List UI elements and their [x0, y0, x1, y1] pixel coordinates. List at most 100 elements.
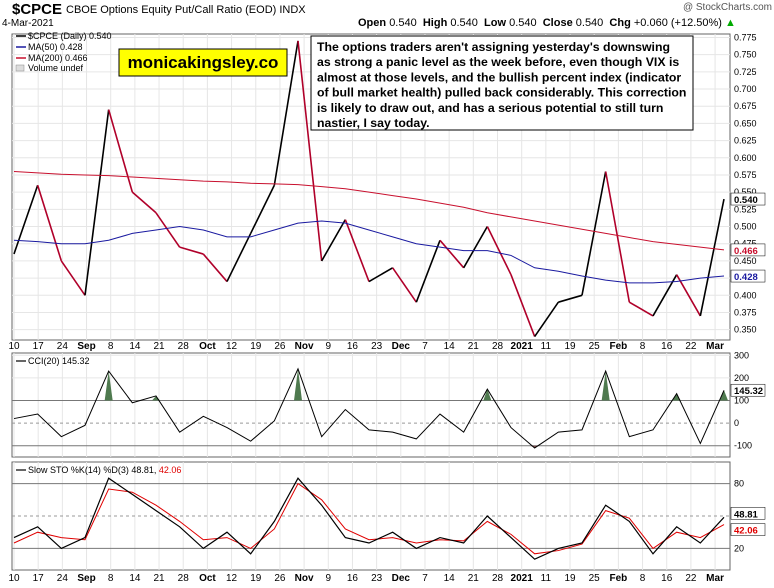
- price-segment: [462, 226, 489, 269]
- x-tick-label: 16: [661, 341, 673, 352]
- open-value: 0.540: [389, 17, 417, 29]
- x-tick-label: 28: [492, 573, 504, 584]
- symbol-subtitle: CBOE Options Equity Put/Call Ratio (EOD)…: [66, 4, 306, 16]
- cci-legend: CCI(20) 145.32: [16, 356, 90, 366]
- x-tick-label: 10: [8, 341, 20, 352]
- price-segment: [84, 109, 110, 296]
- x-tick-label: 21: [153, 573, 165, 584]
- annotation-box: [310, 35, 694, 131]
- x-tick-label: 8: [640, 573, 646, 584]
- cci-positive-fill: [720, 390, 728, 401]
- sto-k-value-label-box: [730, 507, 766, 520]
- legend-price-text: $CPCE (Daily) 0.540: [28, 31, 112, 41]
- x-tick-label: Mar: [706, 573, 724, 584]
- x-tick-label: 14: [129, 573, 141, 584]
- price-segment: [36, 185, 63, 262]
- x-tick-label: Nov: [295, 341, 314, 352]
- price-y-tick-label: 0.700: [734, 84, 757, 94]
- x-tick-label: 28: [178, 341, 190, 352]
- brand-label-box: [118, 48, 288, 77]
- x-tick-label: 23: [371, 341, 383, 352]
- legend-ma50-text: MA(50) 0.428: [28, 42, 83, 52]
- price-segment: [675, 274, 702, 317]
- price-segment: [273, 40, 299, 186]
- legend-cci-text: CCI(20) 145.32: [28, 356, 90, 366]
- annotation-line: The options traders aren't assigning yes…: [317, 40, 670, 54]
- annotation-line: almost at those levels, and the bullish …: [317, 70, 681, 84]
- price-segment: [368, 267, 394, 283]
- ma50-line: [13, 220, 725, 284]
- price-segment: [581, 171, 607, 296]
- high-value: 0.540: [450, 17, 478, 29]
- x-tick-label: 19: [564, 341, 576, 352]
- x-tick-label: Oct: [199, 341, 216, 352]
- x-tick-label: 16: [661, 573, 673, 584]
- x-tick-label: 26: [274, 341, 286, 352]
- chg-label: Chg: [609, 17, 631, 29]
- x-tick-label: 22: [685, 341, 697, 352]
- price-segment: [415, 240, 441, 303]
- price-segment: [297, 40, 323, 262]
- symbol-title: $CPCE: [12, 1, 63, 18]
- x-tick-label: 19: [250, 341, 262, 352]
- x-tick-label: 17: [33, 341, 45, 352]
- price-segment: [131, 191, 157, 214]
- price-y-tick-label: 0.625: [734, 136, 757, 146]
- x-tick-label: 25: [589, 341, 601, 352]
- price-segment: [60, 260, 86, 296]
- price-y-tick-label: 0.750: [734, 50, 757, 60]
- x-tick-label: 24: [57, 573, 69, 584]
- price-segment: [392, 267, 417, 303]
- cci-line: [13, 367, 725, 449]
- x-tick-label: 7: [422, 341, 428, 352]
- price-y-tick-label: 0.450: [734, 256, 757, 266]
- x-tick-label: 26: [274, 573, 286, 584]
- ma200-value-label-box: [730, 243, 766, 257]
- x-tick-label: 12: [226, 573, 238, 584]
- x-tick-label: Feb: [609, 573, 627, 584]
- x-tick-label: 8: [108, 341, 114, 352]
- annotation-line: as strong a panic level as the week befo…: [317, 55, 679, 69]
- price-segment: [534, 301, 559, 338]
- brand-label: monicakingsley.co: [128, 53, 279, 72]
- cci-y-tick-label: 0: [734, 418, 739, 428]
- price-segment: [107, 109, 134, 193]
- annotation-line: of bull market health) pulled back consi…: [317, 86, 686, 100]
- cci-positive-fill: [601, 371, 610, 401]
- high-label: High: [422, 17, 448, 29]
- cci-series-layer: [13, 367, 728, 449]
- price-y-tick-label: 0.350: [734, 325, 757, 335]
- sto-d-line: [13, 482, 725, 555]
- sto-panel-frame: [11, 461, 731, 571]
- legend-volume-swatch: [15, 64, 25, 72]
- legend-volume-text: Volume undef: [28, 63, 84, 73]
- x-tick-label: 8: [108, 573, 114, 584]
- cci-y-tick-label: 300: [734, 350, 749, 360]
- x-tick-label: 14: [129, 341, 141, 352]
- x-tick-label: 7: [422, 573, 428, 584]
- sto-y-tick-label: 80: [734, 479, 744, 489]
- sto-k-line: [13, 477, 725, 560]
- x-tick-label: 28: [492, 341, 504, 352]
- close-value: 0.540: [575, 17, 604, 29]
- x-tick-label: 22: [685, 573, 697, 584]
- price-y-tick-label: 0.775: [734, 32, 757, 42]
- sto-series-layer: [13, 477, 725, 560]
- cci-y-tick-label: 100: [734, 395, 749, 405]
- legend-sto-text: Slow STO %K(14) %D(3) 48.81, 42.06: [28, 465, 181, 475]
- cci-y-tick-label: -100: [734, 441, 752, 451]
- annotation-text: The options traders aren't assigning yes…: [317, 40, 686, 130]
- price-y-tick-label: 0.500: [734, 222, 757, 232]
- ma50-value-label-text: 0.428: [734, 272, 758, 283]
- x-tick-label: 8: [640, 341, 646, 352]
- price-y-tick-label: 0.600: [734, 153, 757, 163]
- price-segment: [558, 294, 583, 303]
- ma200-value-label-text: 0.466: [734, 246, 758, 257]
- cci-positive-fill: [483, 389, 492, 401]
- chart-header: $CPCE CBOE Options Equity Put/Call Ratio…: [0, 0, 774, 34]
- cci-panel-frame: [11, 352, 731, 458]
- price-y-tick-label: 0.375: [734, 307, 757, 317]
- x-tick-label: 11: [541, 341, 552, 352]
- x-tick-label: 12: [226, 341, 238, 352]
- ohlc-readout: Open 0.540 High 0.540 Low 0.540 Close 0.…: [358, 17, 736, 29]
